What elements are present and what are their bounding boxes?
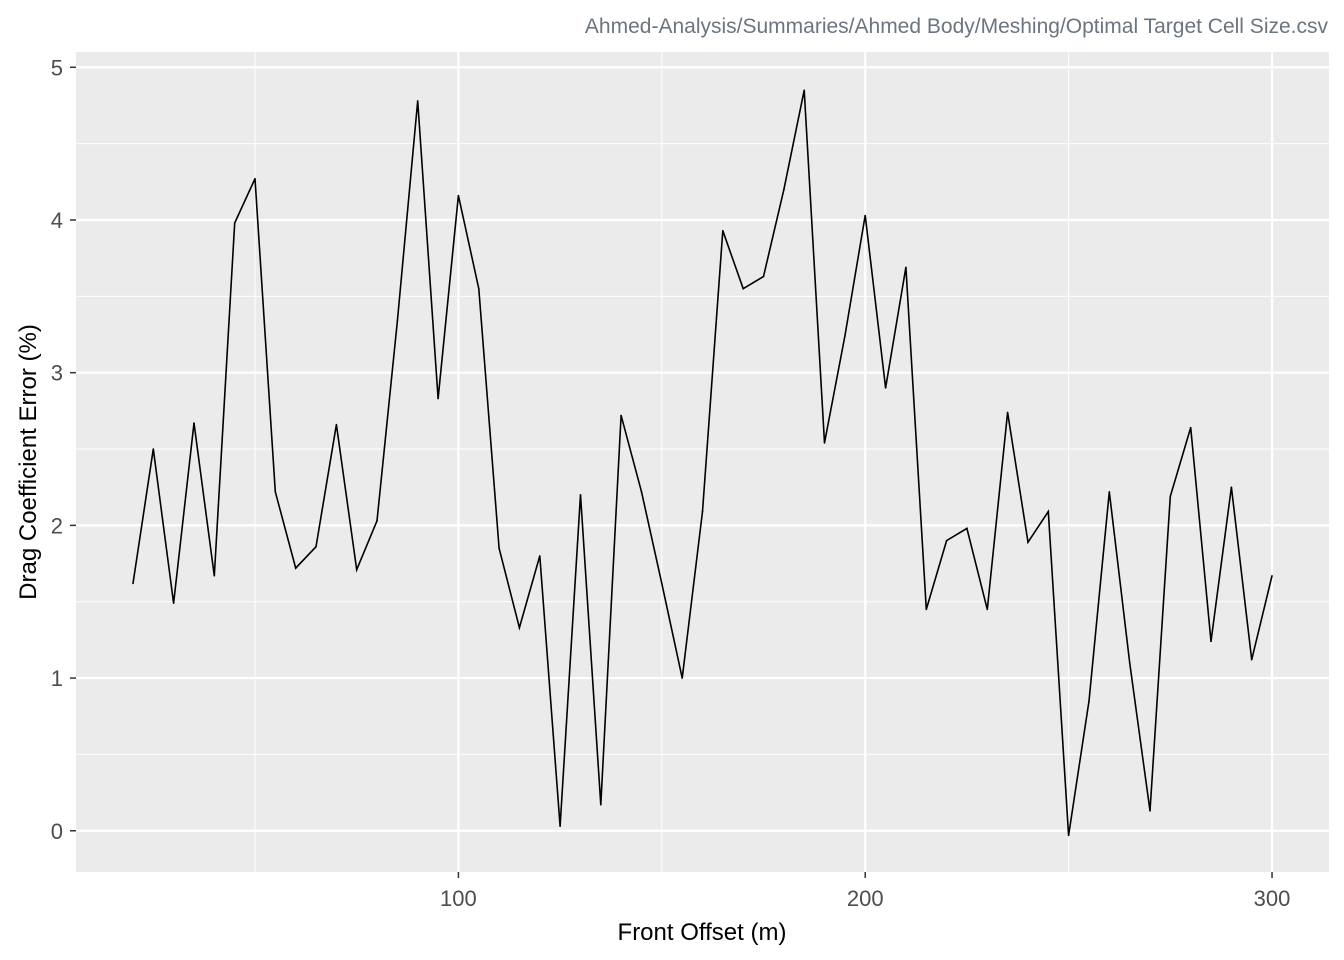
- data-point: [518, 626, 521, 629]
- y-tick-label: 0: [51, 819, 63, 844]
- data-point: [1250, 658, 1253, 661]
- data-point: [966, 527, 968, 530]
- data-point: [1088, 700, 1090, 702]
- data-point: [1169, 495, 1172, 498]
- data-point: [498, 547, 500, 550]
- data-point: [1189, 426, 1192, 429]
- y-tick-label: 1: [51, 666, 63, 691]
- data-point: [620, 414, 622, 417]
- series-layer: [132, 89, 1273, 837]
- data-point: [254, 177, 256, 180]
- data-point: [1271, 575, 1273, 577]
- data-point: [945, 539, 948, 542]
- data-point: [1128, 662, 1131, 664]
- data-point: [783, 188, 785, 191]
- data-point: [335, 423, 338, 426]
- data-point: [681, 677, 683, 679]
- data-point: [925, 608, 928, 611]
- data-point: [437, 397, 439, 400]
- data-point: [233, 222, 236, 224]
- data-point: [478, 287, 480, 290]
- data-point: [1027, 541, 1029, 543]
- data-point: [193, 422, 195, 424]
- x-tick-label: 200: [847, 886, 884, 911]
- data-point: [1149, 810, 1151, 812]
- chart-subtitle: Ahmed-Analysis/Summaries/Ahmed Body/Mesh…: [585, 15, 1329, 38]
- minor-gridlines: [76, 52, 1329, 872]
- data-point: [315, 545, 317, 548]
- data-point: [1210, 640, 1212, 643]
- data-point: [396, 320, 399, 322]
- x-tick-label: 300: [1254, 886, 1291, 911]
- data-point: [1047, 510, 1050, 513]
- data-point: [884, 387, 887, 389]
- data-point: [864, 214, 866, 217]
- data-point: [172, 602, 175, 604]
- data-point: [1230, 486, 1233, 489]
- x-tick-label: 100: [440, 886, 477, 911]
- major-gridlines: [76, 52, 1329, 872]
- data-point: [742, 287, 744, 290]
- data-point: [213, 575, 216, 577]
- data-point: [559, 825, 561, 827]
- data-point: [722, 229, 724, 232]
- data-point: [701, 510, 704, 513]
- data-point: [762, 275, 765, 278]
- axes: 100 200 300 0 1 2 3 4 5: [51, 55, 1291, 911]
- data-point: [132, 582, 134, 585]
- plot-panel: [76, 52, 1329, 872]
- data-point: [823, 442, 826, 444]
- data-point: [274, 491, 277, 493]
- data-point: [1108, 491, 1111, 493]
- data-point: [803, 89, 805, 91]
- y-tick-label: 2: [51, 513, 63, 538]
- data-point: [457, 194, 460, 197]
- y-tick-label: 4: [51, 208, 63, 233]
- y-axis-title: Drag Coefficient Error (%): [15, 324, 42, 600]
- data-point: [905, 266, 907, 269]
- data-point: [1006, 411, 1009, 414]
- data-point: [579, 494, 582, 496]
- data-point: [539, 555, 541, 557]
- x-axis-title: Front Offset (m): [618, 919, 787, 946]
- data-point: [986, 608, 989, 611]
- data-point: [1067, 834, 1070, 837]
- data-point: [152, 448, 155, 450]
- data-point: [416, 100, 419, 102]
- data-point: [355, 568, 358, 571]
- data-point: [376, 520, 378, 522]
- data-point: [844, 335, 846, 337]
- data-point: [600, 804, 602, 806]
- y-tick-label: 3: [51, 361, 63, 386]
- data-point: [294, 567, 297, 569]
- data-point: [661, 582, 663, 585]
- data-point: [640, 491, 643, 493]
- y-tick-label: 5: [51, 55, 63, 80]
